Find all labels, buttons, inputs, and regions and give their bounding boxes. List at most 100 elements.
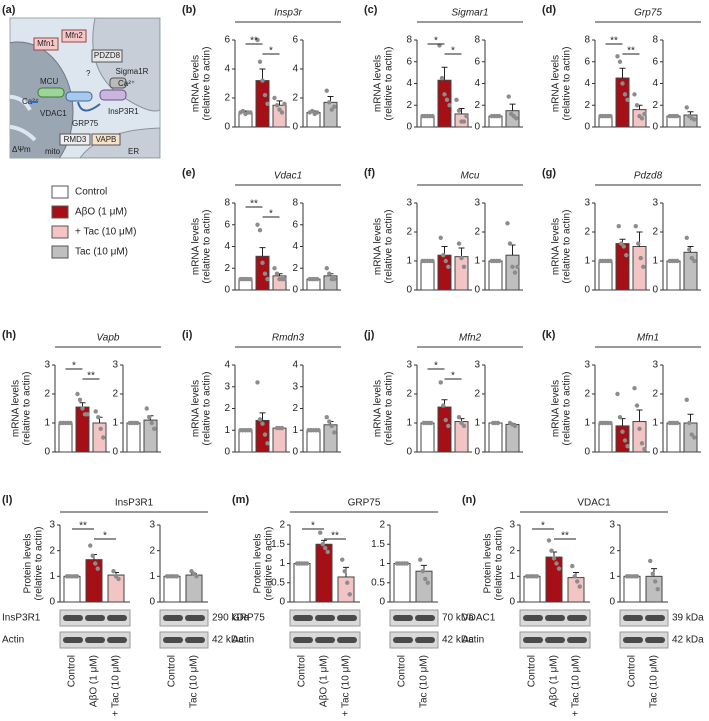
significance-label: * xyxy=(72,361,76,372)
data-point xyxy=(255,222,260,227)
bar xyxy=(454,256,469,291)
blot-band xyxy=(63,615,83,621)
y-tick-label: 6 xyxy=(224,35,230,46)
y-tick-label: 3 xyxy=(292,381,298,392)
data-point xyxy=(272,266,277,271)
y-axis-label: (relative to actin) xyxy=(202,210,213,284)
data-point xyxy=(74,574,80,579)
legend-swatch xyxy=(51,225,69,239)
y-tick-label: 0.5 xyxy=(271,577,285,588)
significance-label: * xyxy=(269,46,273,57)
y-tick-label: 1 xyxy=(609,571,615,582)
data-point xyxy=(642,446,647,452)
bar xyxy=(126,422,141,453)
blot-band xyxy=(415,637,435,643)
y-tick-label: 2 xyxy=(292,93,298,104)
mitochondrion xyxy=(10,41,74,158)
panel-title: Sigmar1 xyxy=(451,8,488,19)
diagram-label: PDZD8 xyxy=(94,51,121,60)
bar xyxy=(293,563,311,603)
data-point xyxy=(684,235,689,240)
y-tick-label: 2 xyxy=(609,545,615,556)
data-point xyxy=(632,92,637,97)
data-point xyxy=(622,438,628,443)
blot-label: Actin xyxy=(232,635,254,646)
blot-band xyxy=(163,615,183,621)
blot-band xyxy=(645,615,665,621)
panel-title: GRP75 xyxy=(348,498,381,509)
x-tick-label: Control xyxy=(67,655,78,687)
y-tick-label: 0 xyxy=(292,447,298,458)
y-tick-label: 1 xyxy=(379,558,385,569)
y-tick-label: 0 xyxy=(292,122,298,133)
x-tick-label: AβO (1 μM) xyxy=(549,655,560,707)
data-point xyxy=(675,113,680,119)
y-axis-label: (relative to actin) xyxy=(34,527,45,601)
y-tick-label: 0.5 xyxy=(371,577,385,588)
y-tick-label: 2 xyxy=(474,100,480,111)
y-axis-label: Protein levels xyxy=(253,533,264,593)
bar xyxy=(623,575,641,603)
data-point xyxy=(194,574,199,579)
data-point xyxy=(342,569,347,574)
y-tick-label: 0 xyxy=(224,285,230,296)
blot-band xyxy=(523,615,543,621)
data-point xyxy=(255,380,260,385)
x-tick-label: Control xyxy=(397,655,408,687)
data-point xyxy=(621,244,626,249)
data-point xyxy=(534,574,540,579)
legend-label: AβO (1 μM) xyxy=(75,207,127,218)
blot-band xyxy=(567,637,587,643)
y-tick-label: 6 xyxy=(292,35,298,46)
significance-label: ** xyxy=(627,46,635,57)
y-tick-label: 0 xyxy=(474,122,480,133)
rmd3-box xyxy=(59,133,91,146)
panel-title: Mfn1 xyxy=(637,333,659,344)
legend-label: Tac (10 μM) xyxy=(75,247,128,258)
blot-band xyxy=(623,615,643,621)
data-point xyxy=(655,586,660,592)
data-point xyxy=(345,580,350,585)
significance-label: ** xyxy=(331,531,339,542)
y-axis-label: (relative to actin) xyxy=(202,372,213,446)
data-point xyxy=(274,271,280,276)
y-axis-label: (relative to actin) xyxy=(562,210,573,284)
bar xyxy=(272,427,287,453)
legend-swatch xyxy=(51,245,69,259)
data-point xyxy=(464,113,469,119)
y-tick-label: 4 xyxy=(474,78,480,89)
y-axis-label: (relative to actin) xyxy=(562,47,573,121)
data-point xyxy=(446,423,451,429)
y-tick-label: 2 xyxy=(406,389,412,400)
y-tick-label: 4 xyxy=(224,360,230,371)
y-tick-label: 8 xyxy=(474,35,480,46)
y-tick-label: 1 xyxy=(406,256,412,267)
data-point xyxy=(439,75,445,81)
data-point xyxy=(80,406,85,411)
blot-size: 290 kDa xyxy=(212,613,250,624)
y-tick-label: 1 xyxy=(49,571,55,582)
blot-strip xyxy=(619,609,669,627)
diagram-label: ΔΨm xyxy=(12,145,31,154)
blot-label: VDAC1 xyxy=(462,613,496,624)
y-axis-label: (relative to actin) xyxy=(384,210,395,284)
x-tick-label: + Tac (10 μM) xyxy=(111,655,122,716)
bar xyxy=(337,576,355,603)
significance-label: * xyxy=(434,361,438,372)
significance-label: ** xyxy=(250,199,258,210)
data-point xyxy=(624,253,629,258)
panel-label: (g) xyxy=(542,167,556,179)
diagram-label: GRP75 xyxy=(72,119,99,128)
y-tick-label: 8 xyxy=(584,35,590,46)
vdac-box xyxy=(65,91,93,102)
data-point xyxy=(248,276,253,282)
data-point xyxy=(456,241,462,246)
y-tick-label: 2 xyxy=(149,545,155,556)
data-point xyxy=(443,258,448,264)
data-point xyxy=(257,417,263,422)
blot-band xyxy=(393,637,413,643)
data-point xyxy=(637,426,642,431)
data-point xyxy=(152,426,157,431)
data-point xyxy=(282,101,287,107)
y-tick-label: 2 xyxy=(406,227,412,238)
